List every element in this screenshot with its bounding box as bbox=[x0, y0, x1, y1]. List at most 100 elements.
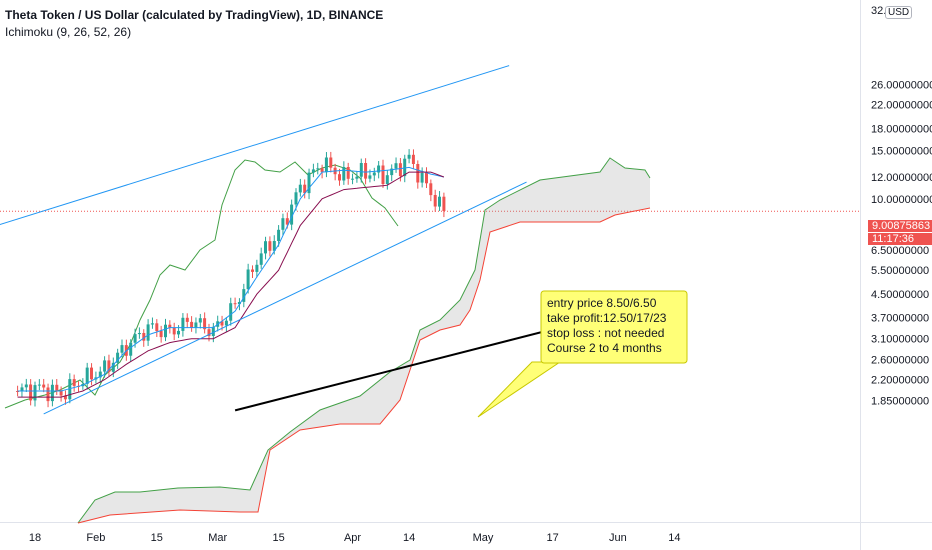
candle-body bbox=[116, 352, 120, 363]
candle bbox=[264, 236, 267, 260]
time-axis-tick: Mar bbox=[208, 532, 227, 544]
candle bbox=[242, 283, 246, 308]
callout-text-line: Course 2 to 4 months bbox=[547, 341, 662, 355]
candle bbox=[259, 247, 263, 269]
candle-body bbox=[338, 174, 341, 181]
candle bbox=[316, 162, 320, 175]
candle bbox=[255, 259, 259, 278]
candle bbox=[181, 313, 185, 337]
candle-body bbox=[142, 333, 146, 341]
candle-body bbox=[255, 264, 259, 272]
candle-body bbox=[233, 303, 237, 305]
candle bbox=[390, 164, 394, 182]
candle bbox=[338, 168, 341, 186]
candle bbox=[277, 225, 281, 247]
currency-badge[interactable]: USD bbox=[885, 6, 913, 19]
candle bbox=[72, 374, 76, 392]
candle bbox=[172, 322, 176, 341]
current-price-tag: 9.00875863 bbox=[868, 220, 932, 232]
indicator-label[interactable]: Ichimoku (9, 26, 52, 26) bbox=[5, 25, 132, 39]
candle-body bbox=[364, 163, 368, 179]
candle-body bbox=[224, 320, 228, 326]
candle bbox=[355, 170, 359, 183]
symbol-title[interactable]: Theta Token / US Dollar (calculated by T… bbox=[5, 8, 384, 22]
candle-body bbox=[416, 164, 420, 183]
candle-body bbox=[46, 387, 50, 402]
time-axis-tick: Apr bbox=[344, 532, 361, 544]
candle-body bbox=[194, 322, 198, 328]
time-axis-tick: 14 bbox=[403, 532, 415, 544]
candle-body bbox=[150, 323, 154, 325]
price-axis-tick: 15.00000000 bbox=[871, 145, 932, 157]
candle-body bbox=[329, 157, 333, 168]
candle bbox=[185, 313, 189, 328]
candle bbox=[420, 167, 424, 188]
candle bbox=[229, 297, 233, 326]
time-axis-tick: 18 bbox=[29, 532, 41, 544]
candle bbox=[442, 192, 446, 218]
candle bbox=[59, 386, 63, 402]
price-axis-tick: 2.20000000 bbox=[871, 375, 929, 387]
candle-body bbox=[24, 384, 28, 388]
callout-text-line: take profit:12.50/17/23 bbox=[547, 311, 667, 325]
candle-body bbox=[103, 360, 107, 372]
candle-body bbox=[29, 384, 33, 401]
candle bbox=[329, 151, 333, 173]
price-axis-tick: 12.00000000 bbox=[871, 172, 932, 184]
candle bbox=[372, 167, 376, 182]
candle-body bbox=[294, 192, 298, 205]
candle bbox=[20, 383, 24, 398]
candle-body bbox=[50, 384, 54, 402]
candle bbox=[155, 319, 159, 337]
candle-body bbox=[346, 167, 350, 179]
candle bbox=[98, 366, 102, 383]
candle bbox=[298, 178, 302, 197]
candle bbox=[324, 152, 328, 178]
candle bbox=[37, 379, 41, 391]
price-axis-tick: 5.50000000 bbox=[871, 265, 929, 277]
candle bbox=[129, 339, 133, 362]
candle bbox=[107, 354, 111, 377]
candle-body bbox=[311, 169, 315, 173]
candle bbox=[120, 339, 124, 358]
price-axis-tick: 1.85000000 bbox=[871, 395, 929, 407]
candle bbox=[246, 263, 250, 294]
time-axis-tick: May bbox=[473, 532, 494, 544]
candle-body bbox=[320, 168, 324, 173]
plot-area bbox=[0, 0, 860, 522]
candle-body bbox=[172, 327, 176, 335]
price-axis-tick: 10.00000000 bbox=[871, 194, 932, 206]
candle bbox=[150, 317, 154, 329]
tenkan-sen-line bbox=[17, 166, 445, 392]
candle-body bbox=[433, 195, 437, 207]
candle bbox=[251, 265, 254, 278]
candle-body bbox=[198, 318, 202, 323]
candle-body bbox=[146, 324, 150, 341]
time-axis-tick: 17 bbox=[546, 532, 558, 544]
candle-body bbox=[316, 168, 320, 170]
candle-body bbox=[359, 163, 363, 177]
candle bbox=[224, 317, 228, 332]
candle-body bbox=[211, 326, 215, 336]
candle-body bbox=[72, 379, 76, 386]
candle bbox=[203, 312, 207, 334]
candle bbox=[159, 325, 163, 343]
candle bbox=[116, 348, 120, 369]
candle-body bbox=[425, 172, 428, 184]
candle bbox=[24, 378, 28, 393]
candle bbox=[85, 362, 89, 390]
candle-body bbox=[272, 241, 276, 251]
candle bbox=[146, 319, 150, 346]
time-axis-tick: Feb bbox=[86, 532, 105, 544]
candle-body bbox=[403, 158, 407, 177]
candle-body bbox=[290, 204, 294, 225]
candle bbox=[346, 162, 350, 185]
candle bbox=[168, 320, 172, 334]
channel-lower-line bbox=[43, 181, 527, 415]
candle-body bbox=[390, 168, 394, 176]
candle bbox=[281, 213, 285, 236]
candle-body bbox=[242, 289, 246, 302]
candle bbox=[42, 378, 46, 393]
